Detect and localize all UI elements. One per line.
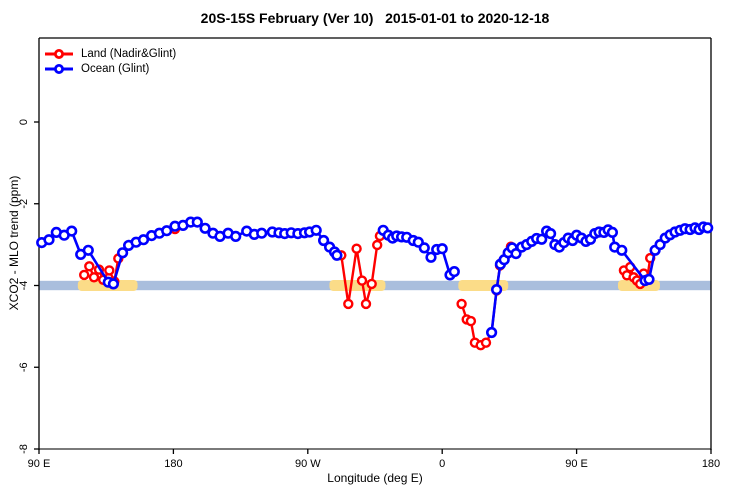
land-data-point — [351, 243, 362, 254]
ocean-data-point — [702, 222, 714, 234]
ocean-data-point — [643, 273, 655, 286]
x-axis-label: Longitude (deg E) — [327, 471, 423, 485]
y-tick-label: 0 — [18, 119, 30, 125]
ocean-data-point — [310, 224, 322, 236]
land-data-point — [480, 337, 492, 348]
land-data-point — [84, 261, 95, 272]
ocean-data-point — [116, 247, 129, 259]
x-tick-label: 0 — [439, 458, 445, 470]
land-data-point — [465, 315, 477, 327]
land-data-point — [104, 265, 115, 276]
ocean-data-point — [536, 233, 548, 245]
y-tick-label: -6 — [18, 362, 30, 372]
ocean-data-point — [161, 225, 173, 237]
ocean-data-point — [436, 243, 448, 255]
land-data-point — [372, 239, 383, 251]
ocean-data-point — [616, 244, 628, 256]
x-tick-label: 90 E — [28, 458, 51, 470]
ocean-data-point — [331, 249, 343, 261]
ocean-data-point — [425, 251, 437, 263]
x-tick-label: 90 E — [565, 458, 588, 470]
x-tick-label: 180 — [702, 458, 720, 470]
ocean-data-point — [448, 266, 460, 278]
ocean-data-point — [486, 326, 498, 339]
land-series-line — [340, 235, 382, 306]
ocean-data-point — [43, 234, 55, 246]
x-tick-label: 90 W — [295, 458, 321, 470]
y-tick-label: -8 — [18, 444, 30, 454]
ocean-data-point — [230, 230, 242, 242]
land-data-point — [366, 278, 377, 290]
legend-item-land: Land (Nadir&Glint) — [44, 46, 176, 61]
legend-circle — [53, 48, 64, 59]
ocean-data-point — [418, 242, 430, 254]
x-tick-label: 180 — [164, 458, 182, 470]
ocean-data-point — [66, 225, 78, 237]
ocean-data-point — [199, 222, 211, 234]
ocean-series-marker-icon — [45, 63, 73, 74]
land-data-point — [360, 298, 372, 310]
legend: Land (Nadir&Glint) Ocean (Glint) — [44, 46, 176, 76]
ocean-data-point — [107, 278, 119, 290]
land-data-point — [456, 298, 467, 310]
legend-circle — [53, 63, 64, 74]
land-data-point — [356, 275, 368, 286]
land-series-marker-icon — [45, 48, 73, 59]
ocean-data-point — [491, 284, 503, 296]
ocean-data-point — [318, 234, 330, 247]
y-tick-label: -2 — [18, 199, 30, 209]
y-tick-label: -4 — [18, 281, 30, 291]
land-data-point — [343, 298, 354, 310]
ocean-data-point — [256, 227, 268, 239]
legend-label-ocean: Ocean (Glint) — [81, 62, 150, 75]
ocean-series — [36, 216, 714, 339]
land-data-point — [78, 269, 90, 281]
ocean-data-point — [606, 226, 619, 238]
land-data-point — [88, 272, 100, 283]
legend-label-land: Land (Nadir&Glint) — [81, 47, 177, 60]
chart-title: 20S-15S February (Ver 10) 2015-01-01 to … — [200, 10, 550, 26]
ocean-data-point — [191, 216, 203, 228]
ocean-data-point — [544, 228, 557, 240]
ocean-data-point — [82, 244, 94, 256]
legend-item-ocean: Ocean (Glint) — [44, 61, 176, 76]
